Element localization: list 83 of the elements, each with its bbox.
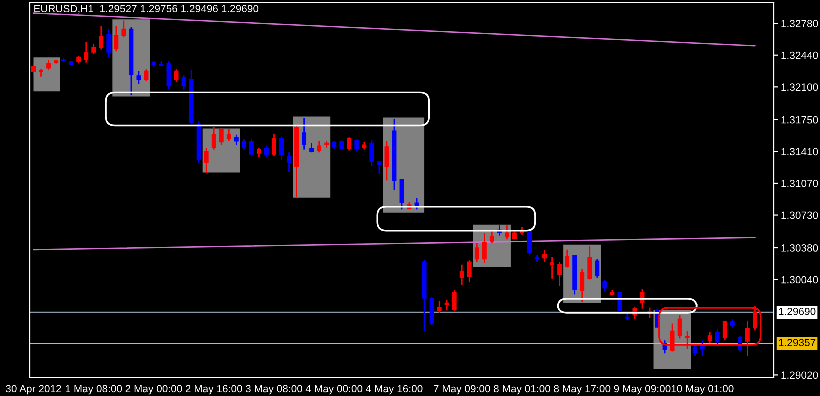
- candlestick: [730, 318, 735, 330]
- candlestick: [602, 279, 608, 293]
- candlestick: [550, 256, 555, 280]
- candlestick: [504, 224, 510, 240]
- y-tick-label: 1.31750: [782, 116, 818, 124]
- candlestick: [84, 42, 89, 64]
- candlestick: [474, 242, 480, 263]
- candlestick: [287, 152, 292, 173]
- candlestick: [340, 140, 344, 151]
- candlestick: [692, 344, 698, 358]
- y-tick-label: 1.32780: [782, 20, 818, 28]
- candlestick: [249, 138, 254, 158]
- candlestick: [122, 20, 126, 38]
- x-tick-label: 4 May 00:00: [306, 385, 363, 395]
- y-tick-label: 1.31410: [782, 148, 818, 156]
- candlestick: [264, 145, 269, 158]
- candlestick: [46, 59, 52, 72]
- x-tick-label: 8 May 17:00: [554, 385, 611, 395]
- y-tick-label: 1.30380: [782, 244, 818, 252]
- candlestick: [595, 258, 600, 279]
- candlestick: [256, 147, 262, 158]
- ref-line-label: 1.29357: [779, 339, 816, 346]
- candlestick: [144, 68, 149, 82]
- x-tick-label: 30 Apr 2012: [6, 385, 62, 395]
- candlestick: [114, 26, 119, 52]
- x-tick-label: 4 May 16:00: [366, 385, 423, 395]
- candlestick: [722, 320, 728, 342]
- x-tick-label: 3 May 08:00: [246, 385, 302, 395]
- candlestick: [204, 147, 209, 174]
- y-tick-label: 1.30040: [782, 276, 818, 284]
- y-tick-label: 1.29020: [782, 372, 818, 380]
- candlestick: [242, 138, 246, 151]
- candlestick: [490, 230, 494, 244]
- candlestick: [99, 26, 104, 50]
- candlestick: [482, 232, 487, 264]
- candlestick: [92, 43, 96, 56]
- candlestick: [588, 245, 592, 281]
- candlestick: [174, 68, 179, 84]
- candlestick: [219, 128, 224, 146]
- candlestick: [182, 74, 186, 91]
- y-tick-label: 1.32440: [782, 52, 818, 60]
- candlestick: [384, 140, 390, 182]
- candlestick: [377, 160, 382, 175]
- x-tick-label: 2 May 00:00: [126, 385, 182, 395]
- x-tick-label: 10 May 01:00: [672, 385, 734, 395]
- candlestick: [437, 300, 442, 314]
- candlestick: [106, 28, 112, 58]
- candlestick: [452, 289, 457, 312]
- candlestick: [136, 70, 142, 86]
- ref-line-label: 1.29690: [779, 308, 816, 316]
- candlestick: [354, 138, 360, 152]
- candlestick: [32, 63, 36, 77]
- candlestick: [234, 134, 239, 146]
- candlestick: [678, 314, 682, 340]
- candlestick: [302, 117, 307, 151]
- x-tick-label: 2 May 16:00: [186, 385, 242, 395]
- x-tick-label: 9 May 09:00: [614, 385, 671, 395]
- candlestick: [226, 128, 232, 142]
- candlestick: [460, 264, 464, 286]
- candlestick: [272, 133, 276, 158]
- candlestick: [565, 249, 570, 268]
- candlestick: [542, 249, 548, 263]
- candlestick: [347, 136, 352, 152]
- x-tick-label: 8 May 01:00: [494, 385, 550, 395]
- x-tick-label: 1 May 08:00: [66, 385, 122, 395]
- candlestick: [310, 142, 314, 154]
- y-tick-label: 1.31070: [782, 180, 818, 188]
- y-tick-label: 1.30730: [782, 212, 818, 220]
- candlestick: [467, 259, 472, 284]
- candlestick: [370, 140, 374, 168]
- candlestick: [212, 126, 216, 151]
- x-tick-label: 7 May 09:00: [434, 385, 490, 395]
- candlestick: [280, 136, 284, 161]
- candlestick: [400, 179, 404, 210]
- candlestick: [444, 300, 450, 312]
- chart-title: EURUSD,H1 1.29527 1.29756 1.29496 1.29690: [34, 5, 259, 14]
- candlestick: [317, 140, 322, 154]
- candlestick: [558, 261, 562, 288]
- candlestick: [580, 268, 585, 303]
- candlestick: [166, 60, 172, 90]
- y-tick-label: 1.32100: [782, 84, 818, 92]
- candlestick: [512, 230, 517, 240]
- candlestick: [715, 328, 720, 348]
